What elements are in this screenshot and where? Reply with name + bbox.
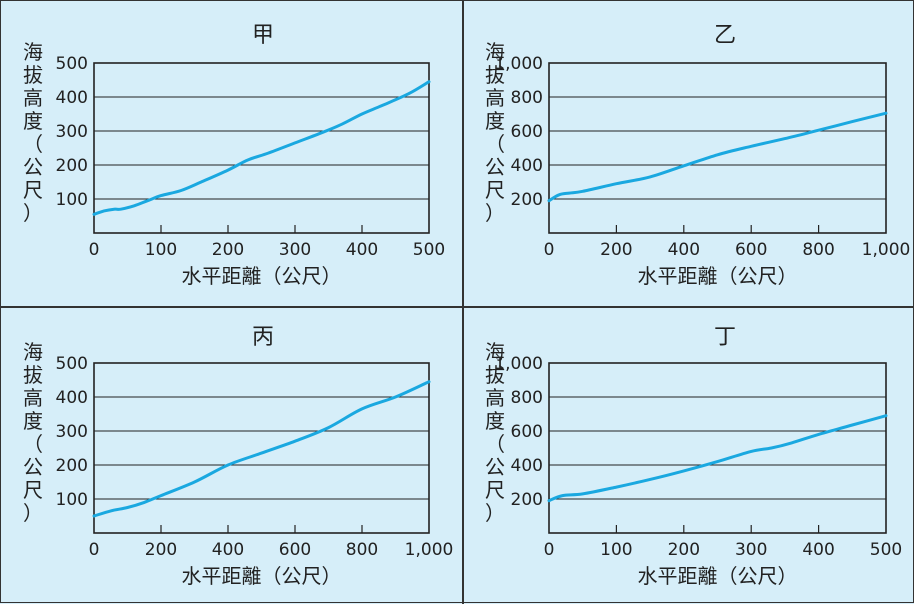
x-tick-label: 400 [802, 540, 834, 560]
series-line [92, 380, 431, 518]
y-tick-label: 400 [511, 156, 543, 176]
chart-title: 丁 [714, 325, 736, 350]
chart-title: 丙 [252, 325, 274, 350]
x-tick-label: 500 [870, 540, 902, 560]
x-tick-label: 500 [413, 240, 445, 260]
x-tick-label: 800 [346, 540, 378, 560]
x-tick-label: 400 [212, 540, 244, 560]
panel-divider-horizontal [1, 306, 914, 308]
x-tick-label: 100 [600, 540, 632, 560]
x-tick-label: 0 [544, 540, 555, 560]
series-line [547, 414, 888, 503]
y-tick-label: 800 [511, 388, 543, 408]
x-axis-label: 水平距離（公尺） [638, 264, 798, 288]
x-tick-label: 300 [279, 240, 311, 260]
y-tick-label: 200 [511, 190, 543, 210]
x-tick-label: 1,000 [862, 240, 911, 260]
x-tick-label: 400 [668, 240, 700, 260]
x-tick-label: 200 [212, 240, 244, 260]
x-tick-label: 300 [735, 540, 767, 560]
y-axis-label: 海拔高度（公尺） [23, 40, 43, 225]
y-axis-label: 海拔高度（公尺） [485, 40, 505, 225]
x-axis-label: 水平距離（公尺） [182, 564, 342, 588]
x-tick-label: 600 [279, 540, 311, 560]
panel-divider-vertical [462, 1, 464, 604]
y-tick-label: 300 [56, 122, 88, 142]
series-line [547, 111, 888, 203]
y-tick-label: 400 [56, 388, 88, 408]
x-tick-label: 1,000 [405, 540, 454, 560]
plot-frame [93, 362, 430, 534]
x-tick-label: 0 [544, 240, 555, 260]
y-tick-label: 100 [56, 190, 88, 210]
y-tick-label: 200 [56, 456, 88, 476]
y-tick-label: 600 [511, 122, 543, 142]
x-axis-label: 水平距離（公尺） [638, 564, 798, 588]
y-tick-label: 500 [56, 354, 88, 374]
x-tick-label: 600 [735, 240, 767, 260]
y-axis-label: 海拔高度（公尺） [23, 340, 43, 525]
plot-frame [93, 62, 430, 234]
plot-frame [548, 362, 887, 534]
y-tick-label: 400 [56, 88, 88, 108]
y-tick-label: 200 [511, 490, 543, 510]
y-tick-label: 200 [56, 156, 88, 176]
x-tick-label: 200 [668, 540, 700, 560]
x-tick-label: 400 [346, 240, 378, 260]
y-tick-label: 1,000 [494, 354, 543, 374]
plot-frame [548, 62, 887, 234]
x-tick-label: 800 [802, 240, 834, 260]
y-tick-label: 500 [56, 54, 88, 74]
y-tick-label: 100 [56, 490, 88, 510]
x-tick-label: 200 [145, 540, 177, 560]
y-tick-label: 300 [56, 422, 88, 442]
y-tick-label: 800 [511, 88, 543, 108]
x-axis-label: 水平距離（公尺） [182, 264, 342, 288]
series-line [92, 80, 431, 216]
y-axis-label: 海拔高度（公尺） [485, 340, 505, 525]
x-tick-label: 0 [89, 240, 100, 260]
chart-title: 乙 [714, 23, 736, 48]
x-tick-label: 200 [600, 240, 632, 260]
x-tick-label: 100 [145, 240, 177, 260]
y-tick-label: 600 [511, 422, 543, 442]
y-tick-label: 1,000 [494, 54, 543, 74]
y-tick-label: 400 [511, 456, 543, 476]
chart-title: 甲 [252, 23, 274, 48]
x-tick-label: 0 [89, 540, 100, 560]
